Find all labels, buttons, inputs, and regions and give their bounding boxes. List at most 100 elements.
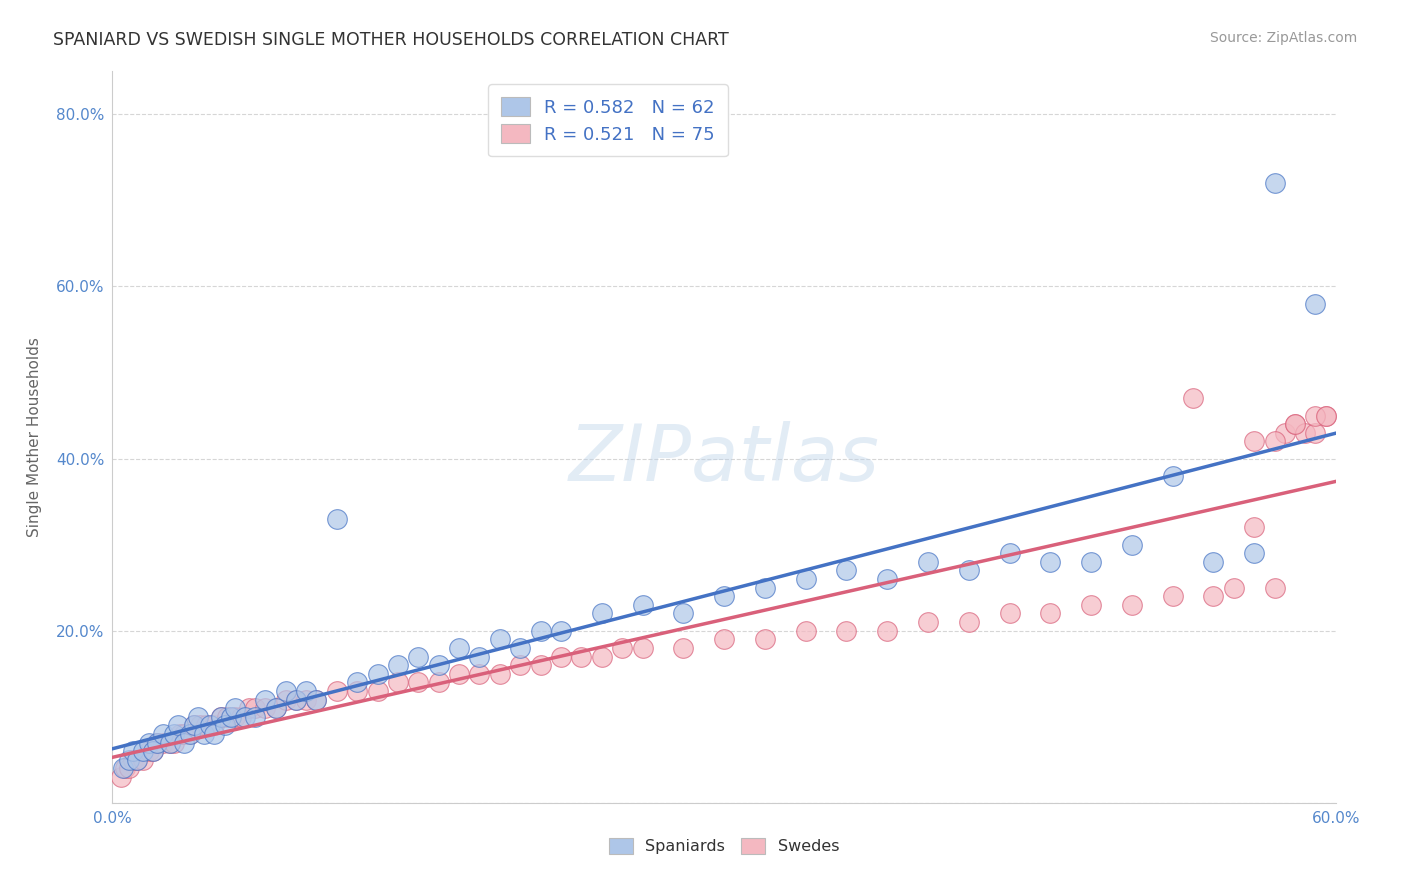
Point bbox=[215, 710, 238, 724]
Point bbox=[173, 735, 195, 749]
Point bbox=[284, 692, 308, 706]
Point bbox=[468, 649, 491, 664]
Point bbox=[1284, 417, 1306, 432]
Point bbox=[754, 632, 776, 647]
Point bbox=[1223, 581, 1246, 595]
Point bbox=[204, 718, 226, 732]
Point bbox=[489, 666, 512, 681]
Point bbox=[305, 692, 328, 706]
Point bbox=[917, 615, 939, 629]
Point bbox=[305, 692, 328, 706]
Point bbox=[1305, 296, 1327, 310]
Point bbox=[238, 701, 260, 715]
Point bbox=[1181, 392, 1204, 406]
Point bbox=[672, 607, 695, 621]
Point bbox=[152, 727, 174, 741]
Point bbox=[110, 770, 132, 784]
Point bbox=[794, 624, 817, 638]
Point bbox=[122, 744, 145, 758]
Point bbox=[529, 624, 551, 638]
Point bbox=[245, 701, 267, 715]
Point bbox=[209, 710, 232, 724]
Point bbox=[631, 598, 654, 612]
Point bbox=[489, 632, 512, 647]
Point bbox=[326, 684, 349, 698]
Point bbox=[427, 658, 450, 673]
Point bbox=[754, 581, 776, 595]
Point bbox=[387, 675, 409, 690]
Point bbox=[366, 684, 388, 698]
Point bbox=[1305, 409, 1327, 423]
Point bbox=[264, 701, 287, 715]
Point bbox=[835, 564, 858, 578]
Point bbox=[163, 735, 186, 749]
Point bbox=[1294, 425, 1316, 440]
Point bbox=[1039, 555, 1062, 569]
Point bbox=[713, 632, 735, 647]
Point bbox=[209, 710, 232, 724]
Point bbox=[998, 607, 1021, 621]
Point bbox=[169, 727, 191, 741]
Legend: Spaniards, Swedes: Spaniards, Swedes bbox=[602, 831, 846, 861]
Point bbox=[1161, 468, 1184, 483]
Point bbox=[295, 684, 318, 698]
Point bbox=[346, 675, 368, 690]
Point bbox=[1264, 176, 1286, 190]
Point bbox=[346, 684, 368, 698]
Point bbox=[591, 607, 613, 621]
Point bbox=[233, 710, 256, 724]
Point bbox=[366, 666, 388, 681]
Point bbox=[193, 727, 215, 741]
Point bbox=[1274, 425, 1296, 440]
Point bbox=[204, 727, 226, 741]
Point bbox=[1243, 546, 1265, 560]
Point bbox=[224, 701, 246, 715]
Point bbox=[672, 640, 695, 655]
Point bbox=[447, 666, 470, 681]
Point bbox=[610, 640, 633, 655]
Point bbox=[114, 761, 136, 775]
Point bbox=[142, 744, 165, 758]
Point bbox=[214, 718, 236, 732]
Point bbox=[468, 666, 491, 681]
Point bbox=[142, 744, 165, 758]
Point bbox=[188, 718, 211, 732]
Text: SPANIARD VS SWEDISH SINGLE MOTHER HOUSEHOLDS CORRELATION CHART: SPANIARD VS SWEDISH SINGLE MOTHER HOUSEH… bbox=[53, 31, 730, 49]
Point bbox=[571, 649, 593, 664]
Point bbox=[163, 727, 186, 741]
Point bbox=[957, 564, 980, 578]
Point bbox=[183, 718, 205, 732]
Point bbox=[509, 640, 531, 655]
Point bbox=[1202, 555, 1225, 569]
Point bbox=[1202, 589, 1225, 603]
Point bbox=[132, 744, 155, 758]
Point bbox=[111, 761, 134, 775]
Point bbox=[229, 710, 252, 724]
Point bbox=[1264, 434, 1286, 449]
Point bbox=[264, 701, 287, 715]
Point bbox=[631, 640, 654, 655]
Point bbox=[195, 718, 218, 732]
Point bbox=[1121, 598, 1143, 612]
Point bbox=[219, 710, 242, 724]
Point bbox=[118, 761, 141, 775]
Point bbox=[550, 649, 572, 664]
Point bbox=[166, 718, 188, 732]
Point bbox=[118, 753, 141, 767]
Point bbox=[200, 718, 222, 732]
Point bbox=[917, 555, 939, 569]
Point bbox=[1315, 409, 1337, 423]
Point bbox=[1039, 607, 1062, 621]
Point bbox=[835, 624, 858, 638]
Point bbox=[876, 572, 898, 586]
Point bbox=[146, 735, 169, 749]
Point bbox=[509, 658, 531, 673]
Point bbox=[1315, 409, 1337, 423]
Point bbox=[529, 658, 551, 673]
Point bbox=[125, 753, 148, 767]
Point bbox=[152, 735, 174, 749]
Point bbox=[1284, 417, 1306, 432]
Point bbox=[326, 512, 349, 526]
Point bbox=[122, 753, 145, 767]
Point bbox=[187, 710, 209, 724]
